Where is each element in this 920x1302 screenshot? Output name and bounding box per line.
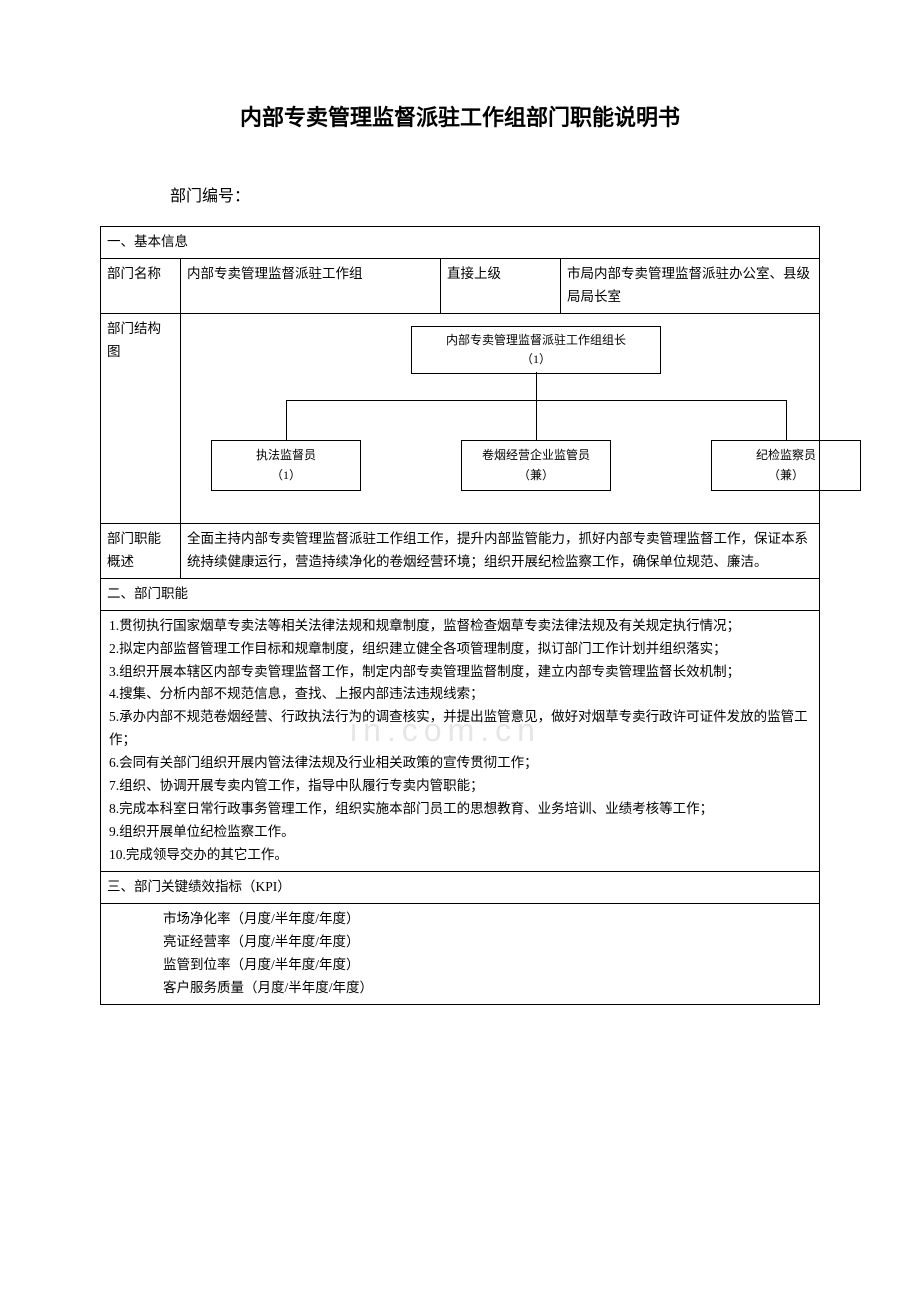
org-root-line1: 内部专卖管理监督派驻工作组组长 (412, 331, 660, 350)
kpi-list: 市场净化率（月度/半年度/年度） 亮证经营率（月度/半年度/年度） 监管到位率（… (101, 903, 820, 1004)
org-child-box-2: 卷烟经营企业监管员 （兼） (461, 440, 611, 491)
org-chart: 内部专卖管理监督派驻工作组组长 （1） 执法监督员 （1） 卷烟经营企业监管员 … (181, 313, 820, 523)
function-item: 2.拟定内部监督管理工作目标和规章制度，组织建立健全各项管理制度，拟订部门工作计… (109, 638, 811, 661)
function-item: 8.完成本科室日常行政事务管理工作，组织实施本部门员工的思想教育、业务培训、业绩… (109, 798, 811, 821)
section1-header: 一、基本信息 (101, 227, 820, 259)
overview-label: 部门职能概述 (101, 523, 181, 578)
dept-name-label: 部门名称 (101, 258, 181, 313)
org-root-box: 内部专卖管理监督派驻工作组组长 （1） (411, 326, 661, 374)
function-item: 7.组织、协调开展专卖内管工作，指导中队履行专卖内管职能； (109, 775, 811, 798)
function-item: 10.完成领导交办的其它工作。 (109, 844, 811, 867)
org-box1-line1: 执法监督员 (212, 445, 360, 465)
function-item: 4.搜集、分析内部不规范信息，查找、上报内部违法违规线索； (109, 683, 811, 706)
function-item: 9.组织开展单位纪检监察工作。 (109, 821, 811, 844)
section3-header: 三、部门关键绩效指标（KPI） (101, 871, 820, 903)
kpi-item: 亮证经营率（月度/半年度/年度） (107, 931, 813, 954)
kpi-item: 客户服务质量（月度/半年度/年度） (107, 977, 813, 1000)
kpi-item: 市场净化率（月度/半年度/年度） (107, 908, 813, 931)
org-connector (286, 400, 287, 440)
functions-list: 1.贯彻执行国家烟草专卖法等相关法律法规和规章制度，监督检查烟草专卖法律法规及有… (101, 610, 820, 871)
section2-header: 二、部门职能 (101, 578, 820, 610)
org-box3-line1: 纪检监察员 (712, 445, 860, 465)
document-title: 内部专卖管理监督派驻工作组部门职能说明书 (100, 100, 820, 132)
structure-label: 部门结构图 (101, 313, 181, 523)
org-box3-line2: （兼） (712, 465, 860, 485)
org-connector (536, 400, 537, 440)
org-box2-line1: 卷烟经营企业监管员 (462, 445, 610, 465)
overview-value: 全面主持内部专卖管理监督派驻工作组工作，提升内部监管能力，抓好内部专卖管理监督工… (181, 523, 820, 578)
dept-number-label: 部门编号： (170, 182, 820, 206)
superior-value: 市局内部专卖管理监督派驻办公室、县级局局长室 (561, 258, 820, 313)
function-item: 6.会同有关部门组织开展内管法律法规及行业相关政策的宣传贯彻工作； (109, 752, 811, 775)
function-item: 3.组织开展本辖区内部专卖管理监督工作，制定内部专卖管理监督制度，建立内部专卖管… (109, 661, 811, 684)
kpi-item: 监管到位率（月度/半年度/年度） (107, 954, 813, 977)
org-box1-line2: （1） (212, 465, 360, 485)
org-connector (536, 372, 537, 400)
function-item: 5.承办内部不规范卷烟经营、行政执法行为的调查核实，并提出监管意见，做好对烟草专… (109, 706, 811, 752)
org-child-box-1: 执法监督员 （1） (211, 440, 361, 491)
function-item: 1.贯彻执行国家烟草专卖法等相关法律法规和规章制度，监督检查烟草专卖法律法规及有… (109, 615, 811, 638)
superior-label: 直接上级 (441, 258, 561, 313)
org-child-box-3: 纪检监察员 （兼） (711, 440, 861, 491)
main-table: 一、基本信息 部门名称 内部专卖管理监督派驻工作组 直接上级 市局内部专卖管理监… (100, 226, 820, 1005)
org-box2-line2: （兼） (462, 465, 610, 485)
org-connector (786, 400, 787, 440)
org-root-line2: （1） (412, 350, 660, 369)
dept-name-value: 内部专卖管理监督派驻工作组 (181, 258, 441, 313)
